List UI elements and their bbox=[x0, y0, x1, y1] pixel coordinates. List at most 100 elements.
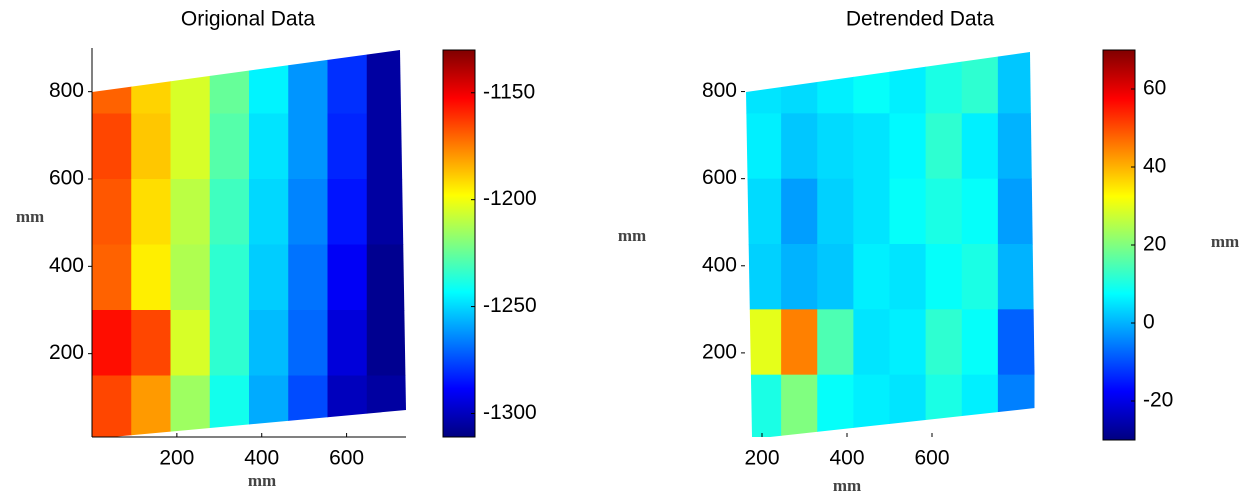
heat-cell bbox=[817, 244, 854, 310]
heat-cell bbox=[889, 244, 927, 310]
heat-cell bbox=[249, 310, 289, 376]
heat-cell bbox=[288, 375, 328, 437]
colorbar-tick-label: 0 bbox=[1143, 311, 1155, 334]
x-axis-label: mm bbox=[248, 471, 276, 490]
heat-cell bbox=[889, 113, 927, 180]
y-tick-label: 600 bbox=[49, 167, 84, 190]
heat-cell bbox=[249, 244, 289, 311]
heat-cell bbox=[92, 244, 132, 311]
heat-cell bbox=[997, 374, 1035, 437]
heat-cell bbox=[746, 113, 782, 180]
x-tick-label: 200 bbox=[744, 447, 779, 470]
colorbar-tick-label: -1250 bbox=[483, 294, 537, 317]
y-tick-label: 800 bbox=[702, 79, 737, 102]
heat-cell bbox=[366, 113, 406, 180]
heat-cell bbox=[925, 52, 963, 114]
heat-cell bbox=[997, 113, 1035, 180]
heat-cell bbox=[366, 179, 406, 245]
heat-cell bbox=[853, 244, 890, 310]
heat-cell bbox=[925, 178, 963, 245]
heat-cell bbox=[288, 244, 328, 311]
heat-cell bbox=[853, 178, 890, 245]
chart-title: Detrended Data bbox=[846, 8, 995, 31]
x-tick-label: 400 bbox=[244, 447, 279, 470]
heat-cell bbox=[925, 244, 963, 310]
heat-cell bbox=[249, 375, 289, 437]
heat-cell bbox=[925, 374, 963, 437]
heat-cell bbox=[170, 244, 211, 311]
y-tick-label: 600 bbox=[702, 166, 737, 189]
heat-cell bbox=[997, 178, 1035, 245]
heat-cell bbox=[131, 113, 171, 180]
heat-cell bbox=[327, 179, 368, 245]
heat-cell bbox=[961, 244, 999, 310]
heat-cell bbox=[817, 52, 854, 114]
heat-cell bbox=[781, 244, 818, 310]
heat-cell bbox=[170, 50, 211, 114]
colorbar-tick-label: 40 bbox=[1143, 155, 1166, 178]
heat-cell bbox=[366, 310, 406, 376]
y-tick-label: 200 bbox=[49, 341, 84, 364]
colorbar-tick-label: -1200 bbox=[483, 187, 537, 210]
heat-cell bbox=[209, 244, 250, 311]
heat-cell bbox=[209, 113, 250, 180]
heat-cell bbox=[92, 113, 132, 180]
x-tick-label: 600 bbox=[914, 447, 949, 470]
heat-cell bbox=[817, 113, 854, 180]
heat-cell bbox=[92, 310, 132, 376]
y-tick-label: 200 bbox=[702, 340, 737, 363]
y-tick-label: 400 bbox=[49, 254, 84, 277]
y-tick-label: 800 bbox=[49, 79, 84, 102]
heat-cell bbox=[961, 309, 999, 376]
heat-cell bbox=[817, 374, 854, 437]
heat-cell bbox=[327, 310, 368, 376]
heat-cell bbox=[366, 375, 406, 437]
heat-cell bbox=[889, 178, 927, 245]
heat-cell bbox=[288, 113, 328, 180]
heat-cell bbox=[92, 50, 132, 114]
heat-cell bbox=[327, 113, 368, 180]
heat-cell bbox=[170, 113, 211, 180]
heat-cell bbox=[781, 113, 818, 180]
heat-cell bbox=[997, 244, 1035, 310]
heatmap bbox=[746, 52, 1035, 437]
heat-cell bbox=[781, 374, 818, 437]
heat-cell bbox=[889, 309, 927, 376]
heat-cell bbox=[889, 52, 927, 114]
colorbar-tick-label: -20 bbox=[1143, 389, 1173, 412]
heat-cell bbox=[961, 113, 999, 180]
heat-cell bbox=[327, 244, 368, 311]
heat-cell bbox=[131, 50, 171, 114]
chart-title: Origional Data bbox=[181, 8, 316, 31]
heat-cell bbox=[170, 375, 211, 437]
heat-cell bbox=[131, 310, 171, 376]
heat-cell bbox=[997, 52, 1035, 114]
heat-cell bbox=[209, 50, 250, 114]
heat-cell bbox=[853, 309, 890, 376]
heat-cell bbox=[131, 375, 171, 437]
y-axis-label: mm bbox=[16, 207, 44, 226]
heat-cell bbox=[131, 244, 171, 311]
heat-cell bbox=[961, 178, 999, 245]
heat-cell bbox=[781, 52, 818, 114]
heat-cell bbox=[131, 179, 171, 245]
heat-cell bbox=[817, 309, 854, 376]
heat-cell bbox=[853, 374, 890, 437]
colorbar-tick-label: 20 bbox=[1143, 233, 1166, 256]
heat-cell bbox=[925, 113, 963, 180]
heat-cell bbox=[170, 310, 211, 376]
heat-cell bbox=[92, 179, 132, 245]
heat-cell bbox=[209, 310, 250, 376]
y-tick-label: 400 bbox=[702, 253, 737, 276]
heat-cell bbox=[781, 178, 818, 245]
colorbar-tick-label: -1300 bbox=[483, 401, 537, 424]
colorbar-label: mm bbox=[1211, 232, 1239, 251]
colorbar-tick-label: -1150 bbox=[483, 80, 535, 103]
heat-cell bbox=[961, 52, 999, 114]
heat-cell bbox=[925, 309, 963, 376]
heat-cell bbox=[327, 375, 368, 437]
heat-cell bbox=[746, 244, 782, 310]
heat-cell bbox=[209, 179, 250, 245]
heat-cell bbox=[327, 50, 368, 114]
heat-cell bbox=[997, 309, 1035, 376]
